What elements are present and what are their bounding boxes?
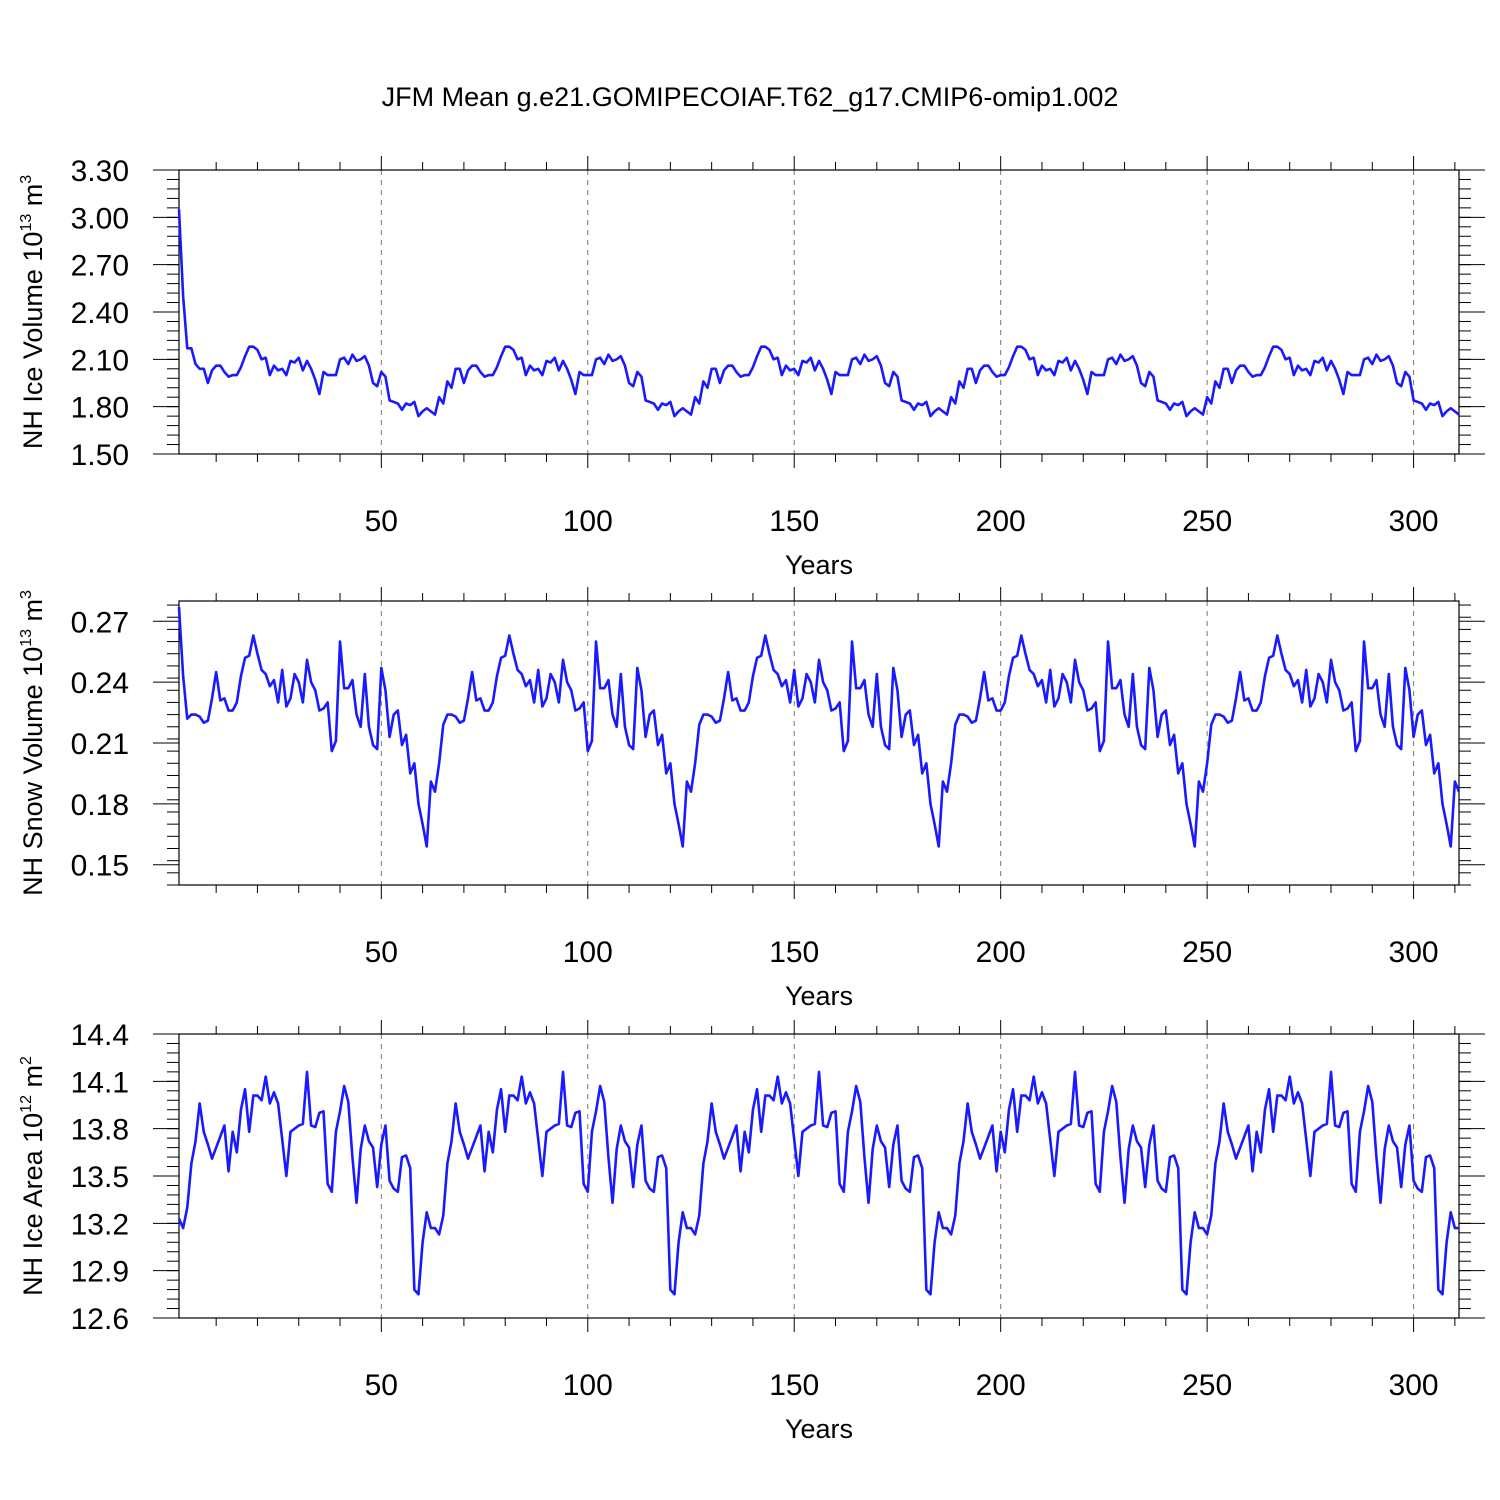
series-line — [177, 1070, 1459, 1296]
plot-frame — [178, 169, 1460, 455]
x-tick-label: 300 — [1389, 936, 1439, 969]
x-tick-label: 150 — [769, 936, 819, 969]
chart-panel-3: 12.6 12.9 13.2 13.5 13.8 14.1 14.4 50 100 150 200 2… — [18, 1019, 1485, 1444]
x-tick-label: 200 — [976, 505, 1026, 538]
chart-panel-2: 0.15 0.18 0.21 0.24 0.27 50 100 150 200 250 300 Yea… — [18, 587, 1485, 1011]
y-tick-label: 1.50 — [71, 439, 129, 472]
x-axis-title: Years — [785, 550, 853, 580]
series-line — [177, 607, 1461, 848]
y-tick-label: 2.40 — [71, 297, 129, 330]
x-tick-label: 100 — [563, 505, 613, 538]
y-tick-label: 2.70 — [71, 250, 129, 283]
x-tick-label: 100 — [563, 1369, 613, 1402]
x-tick-label: 250 — [1182, 1369, 1232, 1402]
y-tick-label: 13.8 — [71, 1114, 129, 1147]
y-axis-title: NH Ice Area 1012 m2 — [18, 1056, 48, 1296]
x-axis-title: Years — [785, 981, 853, 1011]
chart-title: JFM Mean g.e21.GOMIPECOIAF.T62_g17.CMIP6… — [381, 82, 1119, 112]
x-tick-label: 300 — [1389, 505, 1439, 538]
x-tick-label: 200 — [976, 936, 1026, 969]
x-tick-label: 200 — [976, 1369, 1026, 1402]
y-tick-label: 12.9 — [71, 1256, 129, 1289]
x-axis-title: Years — [785, 1414, 853, 1444]
chart-panel-1: 1.50 1.80 2.10 2.40 2.70 3.00 3.30 50 100 150 200 2… — [18, 155, 1485, 580]
y-tick-label: 1.80 — [71, 392, 129, 425]
x-tick-label: 50 — [365, 1369, 398, 1402]
y-tick-label: 0.27 — [71, 606, 129, 639]
x-tick-label: 50 — [365, 505, 398, 538]
x-tick-label: 250 — [1182, 505, 1232, 538]
x-tick-label: 150 — [769, 505, 819, 538]
x-tick-label: 300 — [1389, 1369, 1439, 1402]
x-tick-label: 250 — [1182, 936, 1232, 969]
y-tick-label: 13.5 — [71, 1161, 129, 1194]
x-tick-label: 150 — [769, 1369, 819, 1402]
y-tick-label: 3.00 — [71, 202, 129, 235]
y-tick-label: 14.4 — [71, 1019, 129, 1052]
y-tick-label: 3.30 — [71, 155, 129, 188]
y-tick-label: 13.2 — [71, 1208, 129, 1241]
y-tick-label: 14.1 — [71, 1066, 129, 1099]
y-tick-label: 0.15 — [71, 850, 129, 883]
y-tick-label: 0.24 — [71, 667, 129, 700]
y-axis-title: NH Ice Volume 1013 m3 — [18, 175, 48, 449]
x-tick-label: 50 — [365, 936, 398, 969]
y-tick-label: 0.18 — [71, 789, 129, 822]
y-tick-label: 2.10 — [71, 344, 129, 377]
x-tick-label: 100 — [563, 936, 613, 969]
y-tick-label: 12.6 — [71, 1303, 129, 1336]
y-axis-title: NH Snow Volume 1013 m3 — [18, 590, 48, 896]
series-line — [177, 209, 1460, 418]
plot-frame — [178, 600, 1460, 886]
y-tick-label: 0.21 — [71, 728, 129, 761]
